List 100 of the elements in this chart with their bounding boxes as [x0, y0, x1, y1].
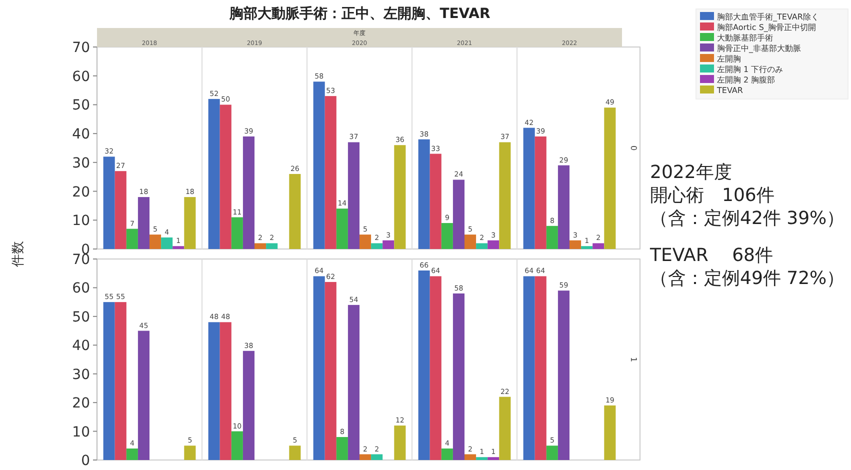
- legend-label: 胸部大血管手術_TEVAR除く: [717, 12, 819, 22]
- text: 1: [629, 356, 638, 362]
- text: 0: [629, 145, 638, 151]
- bar: [570, 240, 582, 249]
- y-tick-label: 30: [72, 366, 90, 383]
- bar: [360, 454, 372, 460]
- y-tick-label: 70: [72, 40, 90, 56]
- bar: [488, 457, 500, 460]
- bar: [313, 276, 325, 460]
- bar: [103, 156, 115, 249]
- bar: [430, 276, 442, 460]
- bar: [138, 330, 150, 460]
- bar: [254, 243, 266, 249]
- bar: [394, 145, 406, 249]
- bar: [220, 104, 232, 249]
- y-tick-label: 30: [72, 155, 90, 172]
- bar: [336, 437, 348, 460]
- y-tick-label: 50: [72, 98, 90, 114]
- legend-label: 左開胸: [717, 54, 741, 64]
- legend-label: 胸骨正中_非基部大動脈: [717, 44, 801, 53]
- bar: [242, 350, 254, 460]
- y-tick-label: 0: [81, 453, 90, 469]
- bar: [114, 302, 126, 460]
- y-tick-label: 50: [72, 309, 90, 326]
- y-tick-label: 10: [72, 213, 90, 230]
- bar: [184, 446, 196, 460]
- bar: [476, 457, 488, 460]
- bar: [476, 243, 488, 249]
- bar: [394, 426, 406, 460]
- y-axis-title: 件数: [11, 241, 26, 267]
- bar: [430, 154, 442, 249]
- y-tick-label: 40: [72, 338, 90, 354]
- y-tick-label: 20: [72, 396, 90, 412]
- bar: [464, 454, 476, 460]
- legend-label: 左開胸 1 下行のみ: [717, 65, 784, 74]
- bar: [324, 282, 336, 460]
- bar: [534, 136, 546, 249]
- bar: [336, 208, 348, 249]
- bar: [231, 431, 243, 460]
- bar: [360, 234, 372, 249]
- bar: [150, 234, 162, 249]
- text: （含：定例49件 72%）: [650, 268, 845, 289]
- bar: [558, 165, 570, 249]
- bar: [114, 171, 126, 249]
- text: TEVAR 68件: [649, 245, 773, 266]
- bar: [592, 243, 604, 249]
- bar: [371, 454, 383, 460]
- bar: [499, 142, 511, 249]
- y-tick-label: 40: [72, 126, 90, 143]
- bar: [418, 139, 430, 249]
- y-tick-label: 20: [72, 184, 90, 200]
- legend-label: 胸部Aortic S_胸骨正中切開: [717, 23, 816, 32]
- bar: [558, 290, 570, 460]
- bar: [184, 197, 196, 249]
- y-tick-label: 60: [72, 68, 90, 85]
- bar: [126, 448, 138, 460]
- bar: [499, 396, 511, 460]
- legend-label: 左開胸 2 胸腹部: [717, 76, 776, 84]
- bar: [208, 98, 220, 249]
- bar: [581, 246, 593, 249]
- bar: [348, 142, 360, 249]
- y-tick-label: 60: [72, 280, 90, 297]
- bar: [418, 270, 430, 460]
- bar: [208, 322, 220, 460]
- bar: [138, 197, 150, 249]
- bar: [534, 276, 546, 460]
- bar: [289, 446, 301, 460]
- bar: [103, 302, 115, 460]
- bar: [452, 293, 464, 460]
- bar: [289, 174, 301, 249]
- chart-title: 胸部大動脈手術：正中、左開胸、TEVAR: [228, 5, 491, 22]
- text: 開心術 106件: [650, 185, 774, 206]
- bar: [348, 304, 360, 460]
- bar: [464, 234, 476, 249]
- bar: [452, 180, 464, 249]
- bar: [242, 136, 254, 249]
- bar: [523, 276, 535, 460]
- bar: [231, 217, 243, 249]
- bar: [546, 446, 558, 460]
- bar: [371, 243, 383, 249]
- bar: [266, 243, 278, 249]
- bar: [324, 96, 336, 249]
- text: （含：定例42件 39%）: [650, 208, 845, 229]
- bar: [546, 226, 558, 249]
- y-tick-label: 10: [72, 424, 90, 440]
- bar: [523, 128, 535, 249]
- bar: [161, 237, 173, 249]
- bar: [313, 82, 325, 249]
- bar: [488, 240, 500, 249]
- bar: [604, 108, 616, 249]
- bar: [220, 322, 232, 460]
- bar: [604, 405, 616, 460]
- text: 2022年度: [650, 162, 732, 183]
- bar: [126, 228, 138, 249]
- bar: [441, 448, 453, 460]
- bar: [172, 246, 184, 249]
- legend-label: 大動脈基部手術: [717, 34, 773, 42]
- bar: [441, 223, 453, 249]
- legend-label: TEVAR: [716, 86, 744, 95]
- bar: [382, 240, 394, 249]
